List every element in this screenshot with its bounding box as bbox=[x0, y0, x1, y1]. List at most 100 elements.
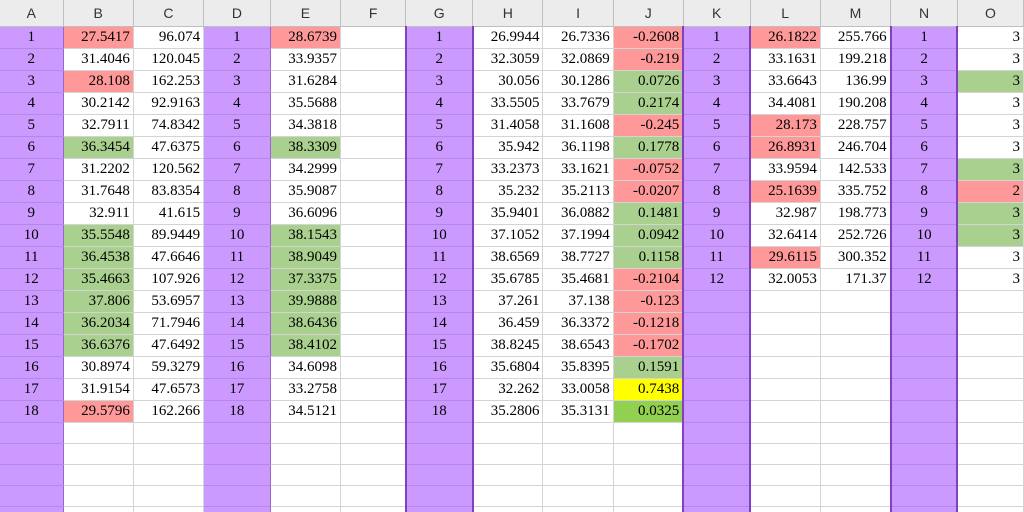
cell-e2[interactable]: 33.9357 bbox=[270, 48, 342, 71]
cell-e12[interactable]: 37.3375 bbox=[270, 268, 342, 291]
cell-e11[interactable]: 38.9049 bbox=[270, 246, 342, 269]
cell-a21[interactable] bbox=[0, 464, 64, 486]
cell-b22[interactable] bbox=[63, 485, 134, 507]
cell-k8[interactable]: 8 bbox=[682, 180, 752, 203]
cell-c3[interactable]: 162.253 bbox=[133, 70, 205, 93]
cell-j10[interactable]: 0.0942 bbox=[613, 224, 684, 247]
cell-a7[interactable]: 7 bbox=[0, 158, 64, 181]
cell-a8[interactable]: 8 bbox=[0, 180, 64, 203]
cell-l19[interactable] bbox=[750, 422, 821, 444]
cell-b11[interactable]: 36.4538 bbox=[63, 246, 134, 269]
cell-g13[interactable]: 13 bbox=[404, 290, 474, 313]
cell-c10[interactable]: 89.9449 bbox=[133, 224, 205, 247]
cell-f20[interactable] bbox=[340, 443, 407, 465]
cell-d18[interactable]: 18 bbox=[203, 400, 271, 423]
cell-j1[interactable]: -0.2608 bbox=[613, 26, 684, 49]
cell-k2[interactable]: 2 bbox=[682, 48, 752, 71]
cell-b14[interactable]: 36.2034 bbox=[63, 312, 134, 335]
cell-o10[interactable]: 3 bbox=[957, 224, 1024, 247]
cell-h5[interactable]: 31.4058 bbox=[472, 114, 544, 137]
cell-f10[interactable] bbox=[340, 224, 407, 247]
cell-l8[interactable]: 25.1639 bbox=[750, 180, 821, 203]
cell-n13[interactable] bbox=[889, 290, 959, 313]
cell-m16[interactable] bbox=[820, 356, 892, 379]
cell-j5[interactable]: -0.245 bbox=[613, 114, 684, 137]
cell-e13[interactable]: 39.9888 bbox=[270, 290, 342, 313]
cell-i20[interactable] bbox=[542, 443, 614, 465]
cell-l16[interactable] bbox=[750, 356, 821, 379]
cell-g16[interactable]: 16 bbox=[404, 356, 474, 379]
cell-b18[interactable]: 29.5796 bbox=[63, 400, 134, 423]
cell-h17[interactable]: 32.262 bbox=[472, 378, 544, 401]
cell-k18[interactable] bbox=[682, 400, 752, 423]
cell-l6[interactable]: 26.8931 bbox=[750, 136, 821, 159]
cell-m14[interactable] bbox=[820, 312, 892, 335]
cell-g9[interactable]: 9 bbox=[404, 202, 474, 225]
cell-b3[interactable]: 28.108 bbox=[63, 70, 134, 93]
cell-m7[interactable]: 142.533 bbox=[820, 158, 892, 181]
cell-e22[interactable] bbox=[270, 485, 342, 507]
column-header-k[interactable]: K bbox=[683, 0, 751, 27]
cell-e21[interactable] bbox=[270, 464, 342, 486]
cell-d17[interactable]: 17 bbox=[203, 378, 271, 401]
cell-i10[interactable]: 37.1994 bbox=[542, 224, 614, 247]
cell-e17[interactable]: 33.2758 bbox=[270, 378, 342, 401]
cell-o11[interactable]: 3 bbox=[957, 246, 1024, 269]
cell-h22[interactable] bbox=[472, 485, 544, 507]
cell-n17[interactable] bbox=[889, 378, 959, 401]
cell-j9[interactable]: 0.1481 bbox=[613, 202, 684, 225]
cell-o22[interactable] bbox=[957, 485, 1024, 507]
cell-i12[interactable]: 35.4681 bbox=[542, 268, 614, 291]
column-header-b[interactable]: B bbox=[63, 0, 134, 27]
cell-k16[interactable] bbox=[682, 356, 752, 379]
cell-o9[interactable]: 3 bbox=[957, 202, 1024, 225]
cell-c6[interactable]: 47.6375 bbox=[133, 136, 205, 159]
cell-m9[interactable]: 198.773 bbox=[820, 202, 892, 225]
cell-o12[interactable]: 3 bbox=[957, 268, 1024, 291]
cell-b19[interactable] bbox=[63, 422, 134, 444]
cell-c14[interactable]: 71.7946 bbox=[133, 312, 205, 335]
cell-n6[interactable]: 6 bbox=[889, 136, 959, 159]
cell-e9[interactable]: 36.6096 bbox=[270, 202, 342, 225]
cell-a23[interactable] bbox=[0, 506, 64, 512]
cell-e3[interactable]: 31.6284 bbox=[270, 70, 342, 93]
cell-e8[interactable]: 35.9087 bbox=[270, 180, 342, 203]
cell-g5[interactable]: 5 bbox=[404, 114, 474, 137]
cell-n14[interactable] bbox=[889, 312, 959, 335]
cell-b6[interactable]: 36.3454 bbox=[63, 136, 134, 159]
cell-j20[interactable] bbox=[613, 443, 684, 465]
cell-o7[interactable]: 3 bbox=[957, 158, 1024, 181]
cell-o5[interactable]: 3 bbox=[957, 114, 1024, 137]
cell-a3[interactable]: 3 bbox=[0, 70, 64, 93]
cell-j6[interactable]: 0.1778 bbox=[613, 136, 684, 159]
cell-b2[interactable]: 31.4046 bbox=[63, 48, 134, 71]
cell-i8[interactable]: 35.2113 bbox=[542, 180, 614, 203]
cell-j4[interactable]: 0.2174 bbox=[613, 92, 684, 115]
cell-m22[interactable] bbox=[820, 485, 892, 507]
cell-j7[interactable]: -0.0752 bbox=[613, 158, 684, 181]
cell-n16[interactable] bbox=[889, 356, 959, 379]
cell-c21[interactable] bbox=[133, 464, 205, 486]
cell-i7[interactable]: 33.1621 bbox=[542, 158, 614, 181]
cell-m11[interactable]: 300.352 bbox=[820, 246, 892, 269]
cell-l15[interactable] bbox=[750, 334, 821, 357]
cell-i6[interactable]: 36.1198 bbox=[542, 136, 614, 159]
cell-f12[interactable] bbox=[340, 268, 407, 291]
cell-a19[interactable] bbox=[0, 422, 64, 444]
cell-f8[interactable] bbox=[340, 180, 407, 203]
cell-d14[interactable]: 14 bbox=[203, 312, 271, 335]
cell-k21[interactable] bbox=[682, 464, 752, 486]
cell-m8[interactable]: 335.752 bbox=[820, 180, 892, 203]
cell-n4[interactable]: 4 bbox=[889, 92, 959, 115]
cell-a15[interactable]: 15 bbox=[0, 334, 64, 357]
cell-f16[interactable] bbox=[340, 356, 407, 379]
cell-m12[interactable]: 171.37 bbox=[820, 268, 892, 291]
cell-a9[interactable]: 9 bbox=[0, 202, 64, 225]
cell-l7[interactable]: 33.9594 bbox=[750, 158, 821, 181]
cell-d8[interactable]: 8 bbox=[203, 180, 271, 203]
cell-n18[interactable] bbox=[889, 400, 959, 423]
cell-m10[interactable]: 252.726 bbox=[820, 224, 892, 247]
cell-b1[interactable]: 27.5417 bbox=[63, 26, 134, 49]
cell-a12[interactable]: 12 bbox=[0, 268, 64, 291]
cell-g20[interactable] bbox=[404, 443, 474, 465]
